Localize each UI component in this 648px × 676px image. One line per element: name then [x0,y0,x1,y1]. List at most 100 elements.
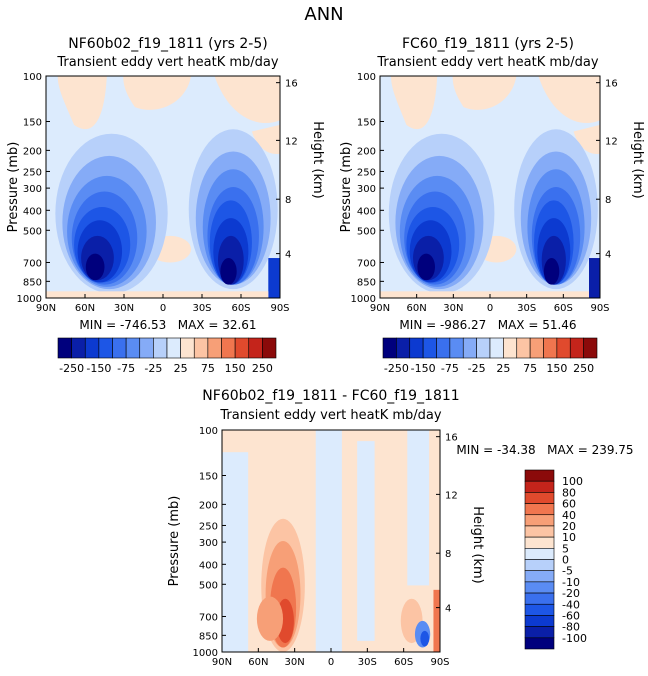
colorbar-label: -250 [59,362,84,375]
colorbar-label: -100 [562,632,587,645]
panel-diff-xtick-label: 90S [430,657,449,668]
panel-diff-ytick-label: 400 [199,560,218,571]
colorbar-swatch [569,337,584,359]
panel-diff-ytick-label: 250 [199,521,218,532]
colorbar-swatch [382,337,397,359]
panel-diff-ytick-label: 500 [199,580,218,591]
colorbar-swatch [524,603,555,616]
colorbar-swatch [524,581,555,594]
panel-right-ytick-label: 500 [357,226,376,237]
field-negative-core-sh [543,258,560,285]
panel-right-y2label: Height (km) [630,121,645,198]
panel-diff-stats: MIN = -34.38 MAX = 239.75 [456,443,633,457]
colorbar-swatch [234,337,250,359]
panel-right-xtick-label: 30N [443,303,463,314]
field-negative-core-edge [589,258,600,298]
panel-diff: NF60b02_f19_1811 - FC60_f19_1811 Transie… [167,388,634,668]
colorbar-label: -75 [117,362,135,375]
field-positive-region [573,124,600,155]
colorbar-label: 75 [201,362,215,375]
colorbar-swatch [503,337,518,359]
page-title: ANN [304,4,343,25]
field-positive-region [380,291,589,298]
colorbar-swatch [524,469,555,482]
colorbar-label: 80 [562,486,576,499]
colorbar-swatch [529,337,544,359]
panel-diff-xtick-label: 90N [212,657,232,668]
panel-diff-ylabel: Pressure (mb) [167,496,182,587]
panel-right-xtick-label: 90S [590,303,609,314]
colorbar-swatch [166,337,181,359]
colorbar-swatch [436,337,451,359]
colorbar-swatch [396,337,411,359]
colorbar-swatch [98,337,113,359]
panel-left-xtick-label: 0 [160,303,166,314]
colorbar-swatch [524,548,555,560]
colorbar-swatch [112,337,127,359]
field-negative-region [315,430,342,652]
field-negative-core-edge [268,258,280,298]
colorbar-label: 150 [546,362,567,375]
panel-right-xtick-label: 0 [487,303,493,314]
panel-left-ylabel: Pressure (mb) [6,142,21,233]
panel-diff-y2tick-label: 8 [445,549,451,560]
panel-diff-xtick-label: 60S [394,657,413,668]
colorbar-label: -60 [562,609,580,622]
field-negative-region [357,441,375,641]
panel-right-xtick-label: 60N [407,303,427,314]
colorbar-swatch [262,337,277,359]
panel-right-title: FC60_f19_1811 (yrs 2-5) [402,36,574,52]
panel-right-ytick-label: 700 [357,258,376,269]
panel-left-xtick-label: 90S [270,303,289,314]
field-positive-region [214,76,280,124]
panel-diff-y2tick-label: 16 [445,433,458,444]
colorbar-label: 0 [562,554,569,567]
colorbar-swatch [153,337,168,359]
panel-left-ytick-label: 700 [23,258,42,269]
field-negative-core [420,630,430,647]
colorbar-swatch [524,570,555,583]
panel-left-y2tick-label: 16 [285,79,298,90]
colorbar-swatch [524,503,555,516]
colorbar-swatch [57,337,72,359]
colorbar-swatch [583,337,598,359]
colorbar-right: -250 -150 -75 -25 25 75 150 250 [382,337,598,375]
panel-left-xtick-label: 30S [192,303,211,314]
panel-left-xtick-label: 60N [75,303,95,314]
colorbar-swatch [556,337,571,359]
colorbar-label: 20 [562,520,576,533]
colorbar-label: -5 [562,565,573,578]
panel-diff-xtick-label: 30S [358,657,377,668]
colorbar-swatch [524,525,555,538]
panel-right-ytick-label: 100 [357,72,376,83]
panel-left-ytick-label: 400 [23,206,42,217]
panel-left-y2label: Height (km) [310,121,325,198]
panel-diff-subtitle: Transient eddy vert heatK mb/day [219,408,441,423]
panel-right-ytick-label: 150 [357,118,376,129]
colorbar-swatch [207,337,222,359]
field-positive-region [391,76,438,130]
panel-left-ytick-label: 300 [23,184,42,195]
colorbar-label: 60 [562,498,576,511]
panel-right-ytick-label: 300 [357,184,376,195]
colorbar-label: -40 [562,598,580,611]
colorbar-label: -150 [86,362,111,375]
colorbar-label: -25 [468,362,486,375]
panel-right-ytick-label: 250 [357,167,376,178]
colorbar-label: -80 [562,621,580,634]
colorbar-swatch [524,536,555,549]
colorbar-label: -150 [411,362,436,375]
colorbar-swatch [139,337,154,359]
colorbar-label: 100 [562,475,583,488]
panel-diff-ytick-label: 1000 [193,648,218,659]
colorbar-swatch [524,592,555,605]
colorbar-swatch [125,337,141,359]
colorbar-swatch [524,480,555,493]
panel-right-ytick-label: 1000 [351,294,376,305]
panel-right-xtick-label: 60S [554,303,573,314]
panel-diff-xtick-label: 0 [328,657,334,668]
panel-left-stats: MIN = -746.53 MAX = 32.61 [79,318,256,332]
panel-diff-y2tick-label: 4 [445,604,451,615]
panel-diff-ytick-label: 100 [199,426,218,437]
